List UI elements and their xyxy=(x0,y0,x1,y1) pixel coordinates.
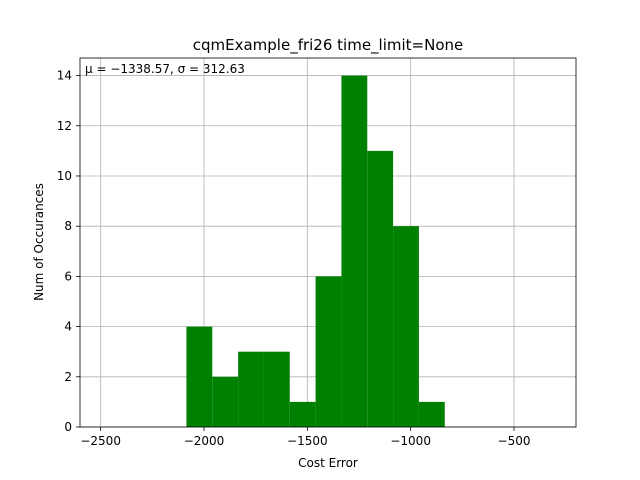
x-axis-label: Cost Error xyxy=(298,456,358,470)
histogram-bar xyxy=(212,376,239,427)
chart-title: cqmExample_fri26 time_limit=None xyxy=(193,36,464,55)
tick-marks: −2500 −2000 −1500 −1000 −500 0 2 4 6 8 10 12 14 xyxy=(57,69,531,448)
y-axis-label: Num of Occurances xyxy=(32,183,46,301)
y-tick-label: 8 xyxy=(64,219,72,233)
axes xyxy=(79,57,577,428)
x-tick-label: −500 xyxy=(498,434,531,448)
y-tick-label: 14 xyxy=(57,69,72,83)
y-tick-label: 6 xyxy=(64,269,72,283)
histogram-bar xyxy=(418,401,445,427)
x-tick-label: −2000 xyxy=(184,434,225,448)
x-tick-label: −1000 xyxy=(390,434,431,448)
histogram-bar xyxy=(393,226,419,427)
x-tick-label: −1500 xyxy=(287,434,328,448)
stats-annotation: μ = −1338.57, σ = 312.63 xyxy=(85,62,245,76)
y-tick-label: 0 xyxy=(64,420,72,434)
histogram-bar xyxy=(186,326,213,427)
histogram-bar xyxy=(289,401,316,427)
histogram-bar xyxy=(263,351,290,427)
y-tick-label: 10 xyxy=(57,169,72,183)
y-tick-label: 4 xyxy=(64,320,72,334)
histogram-bar xyxy=(238,351,264,427)
plot-frame xyxy=(79,57,577,428)
y-tick-label: 12 xyxy=(57,119,72,133)
y-tick-label: 2 xyxy=(64,370,72,384)
grid-lines xyxy=(80,58,576,428)
histogram-bar xyxy=(367,150,394,427)
x-tick-label: −2500 xyxy=(80,434,121,448)
histogram-bar xyxy=(341,75,368,428)
histogram-bars xyxy=(186,75,445,428)
histogram-bar xyxy=(315,276,342,427)
